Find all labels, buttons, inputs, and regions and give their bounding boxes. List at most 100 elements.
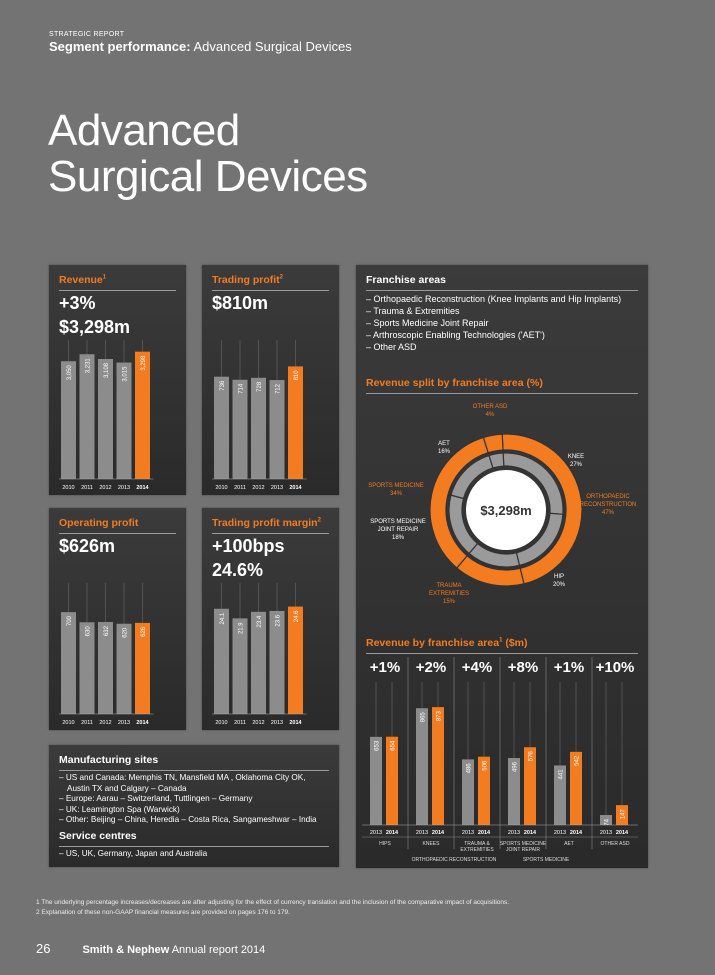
divider (59, 770, 329, 771)
change-label: +10% (596, 659, 635, 676)
year-label: 2014 (289, 720, 302, 726)
footnote: 1 The underlying percentage increases/de… (36, 899, 510, 906)
list-item: – Orthopaedic Reconstruction (Knee Impla… (366, 294, 622, 304)
bar-label: 3,015 (123, 366, 129, 382)
bar-label: 147 (621, 808, 627, 819)
donut-label: RECONSTRUCTION (580, 502, 637, 508)
bar (386, 736, 398, 825)
bar (524, 747, 536, 825)
bar-label: 23.6 (276, 614, 282, 626)
divider (366, 393, 638, 394)
year-label: 2013 (462, 830, 474, 836)
year-label: 2012 (99, 720, 111, 726)
trading-profit-chart: 736 2010 714 2011 728 2012 712 2013 810 2014 (212, 340, 307, 491)
year-label: 2014 (432, 830, 445, 836)
list-item: – UK: Leamington Spa (Warwick) (59, 804, 180, 814)
donut-label: SPORTS MEDICINE (368, 483, 424, 489)
bar-label: 486 (467, 763, 473, 774)
divider (366, 653, 638, 654)
donut-segment (488, 452, 505, 469)
group-label: TRAUMA & (464, 841, 490, 847)
change-label: +2% (416, 659, 446, 676)
bar-label: 496 (513, 761, 519, 772)
operating-profit-panel: Operating profit $626m 700 2010 630 2011 632… (49, 508, 186, 730)
bar-label: 74 (605, 818, 611, 825)
bar-label: 810 (294, 370, 300, 381)
year-label: 2013 (600, 830, 612, 836)
margin-panel: Trading profit margin2 +100bps 24.6% 24.… (202, 508, 339, 730)
donut-label: HIP (554, 574, 564, 580)
donut-label: TRAUMA (436, 583, 461, 589)
margin-value: 24.6% (212, 560, 264, 580)
bar (508, 758, 520, 825)
bar-label: 506 (483, 760, 489, 771)
list-item: – Sports Medicine Joint Repair (366, 318, 489, 328)
year-label: 2012 (252, 720, 264, 726)
year-label: 2014 (386, 830, 399, 836)
footer: 26 Smith & Nephew Annual report 2014 (36, 941, 265, 956)
bar (288, 366, 303, 479)
donut-chart: $3,298m OTHER ASD 4% KNEE 27% ORTHOPAEDIC RECO… (368, 404, 637, 605)
franchise-list: – Orthopaedic Reconstruction (Knee Impla… (366, 293, 621, 353)
change-label: +1% (370, 659, 400, 676)
donut-label: 47% (602, 510, 615, 516)
section-rest: Advanced Surgical Devices (190, 39, 352, 54)
operating-profit-value: $626m (59, 536, 116, 556)
revenue-panel: Revenue1 +3% $3,298m 3,050 2010 3,231 2011 3… (49, 265, 186, 495)
by-area-title: Revenue by franchise area1 ($m) (366, 637, 528, 649)
trading-profit-value: $810m (212, 293, 269, 313)
section-bold: Segment performance: (49, 39, 191, 54)
bar-label: 736 (220, 380, 226, 391)
bar (600, 815, 612, 825)
bar (61, 361, 76, 479)
bar (98, 358, 113, 479)
footnotes: 1 The underlying percentage increases/de… (36, 898, 509, 918)
year-label: 2013 (271, 485, 283, 491)
donut-center (466, 470, 546, 550)
bar (462, 759, 474, 825)
bar (269, 610, 285, 714)
footer-brand: Smith & Nephew (82, 944, 170, 956)
change-label: +8% (508, 659, 538, 676)
group-label: OTHER ASD (601, 841, 630, 847)
year-label: 2011 (81, 485, 93, 491)
donut-label: 16% (438, 449, 451, 455)
bar (135, 622, 150, 714)
bar-label: 653 (375, 740, 381, 751)
year-label: 2012 (252, 485, 264, 491)
bar-label: 441 (559, 769, 565, 780)
revenue-value: $3,298m (59, 317, 131, 337)
bar-label: 23.4 (257, 615, 263, 627)
donut-label: JOINT REPAIR (378, 527, 419, 533)
revenue-chart: 3,050 2010 3,231 2011 3,108 2012 3,015 2013 3,29… (59, 340, 154, 491)
bar (79, 354, 95, 479)
franchise-group-label: SPORTS MEDICINE (523, 857, 570, 863)
donut-label: EXTREMITIES (429, 591, 469, 597)
bar (478, 756, 490, 825)
margin-change: +100bps (212, 536, 285, 556)
bar (251, 377, 266, 479)
group-label: JOINT REPAIR (506, 847, 540, 853)
year-label: 2014 (289, 485, 302, 491)
divider (59, 290, 176, 291)
year-label: 2010 (62, 485, 74, 491)
bar (232, 379, 248, 479)
year-label: 2014 (570, 830, 583, 836)
bar-label: 620 (123, 627, 129, 638)
donut-segment (482, 433, 504, 454)
year-label: 2012 (99, 485, 111, 491)
manufacturing-title: Manufacturing sites (59, 754, 159, 766)
bar (432, 707, 444, 825)
list-item: – Arthroscopic Enabling Technologies ('A… (366, 330, 545, 340)
bar (116, 362, 132, 479)
panel-title: Trading profit2 (212, 274, 284, 286)
bar-label: 3,231 (86, 358, 92, 374)
title-line-1: Advanced (48, 106, 240, 155)
donut-label: 27% (570, 462, 583, 468)
revenue-change: +3% (59, 293, 96, 313)
donut-label: OTHER ASD (473, 404, 508, 410)
list-item: – Trauma & Extremities (366, 306, 460, 316)
list-item: – US, UK, Germany, Japan and Australia (59, 849, 208, 858)
footnote: 2 Explanation of these non-GAAP financia… (36, 909, 290, 916)
year-label: 2014 (478, 830, 491, 836)
